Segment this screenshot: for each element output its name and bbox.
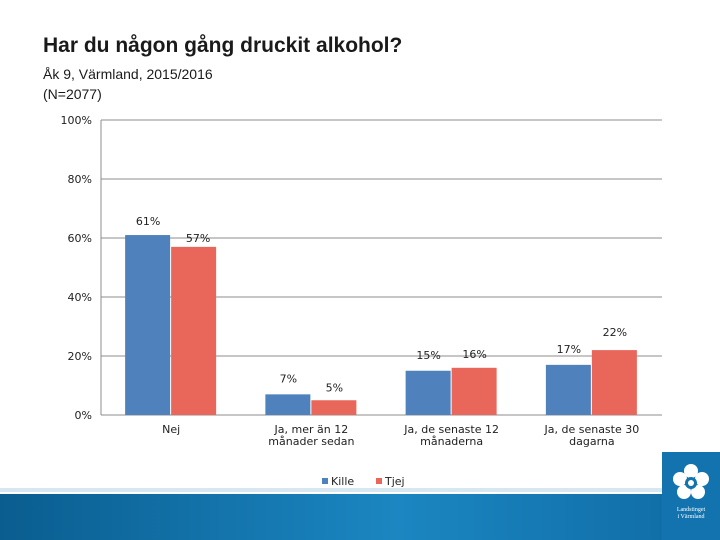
x-tick-label: månaderna — [420, 435, 483, 448]
page-title: Har du någon gång druckit alkohol? — [43, 34, 403, 57]
org-name-line2: i Värmland — [677, 514, 705, 520]
y-tick-label: 20% — [68, 350, 92, 363]
x-tick-label: Ja, mer än 12 — [274, 423, 349, 436]
org-name-line1: Landstinget — [676, 507, 706, 513]
flower-icon — [673, 464, 709, 499]
x-tick-label: månader sedan — [268, 435, 354, 448]
bar-kille — [265, 394, 311, 415]
bar-kille — [545, 364, 591, 415]
data-label: 61% — [136, 215, 160, 228]
y-tick-label: 100% — [61, 114, 92, 127]
data-label: 16% — [462, 348, 486, 361]
bar-tjej — [171, 246, 217, 415]
bar-tjej — [451, 367, 497, 415]
y-tick-label: 60% — [68, 232, 92, 245]
legend-swatch-tjej — [376, 478, 382, 484]
data-label: 15% — [416, 349, 440, 362]
data-label: 57% — [186, 232, 210, 245]
x-tick-label: Ja, de senaste 12 — [403, 423, 499, 436]
footer-band — [0, 494, 720, 540]
legend-swatch-kille — [322, 478, 328, 484]
chart-subtitle: Åk 9, Värmland, 2015/2016 — [43, 66, 213, 82]
x-tick-label: Ja, de senaste 30 — [544, 423, 640, 436]
bar-tjej — [591, 350, 637, 415]
org-logo: Landstinget i Värmland — [662, 452, 720, 540]
data-label: 5% — [326, 381, 343, 394]
footer-stripe — [0, 488, 720, 492]
y-tick-label: 0% — [75, 409, 92, 422]
bar-tjej — [311, 400, 357, 415]
data-label: 17% — [557, 343, 581, 356]
data-label: 7% — [280, 372, 297, 385]
bar-kille — [405, 370, 451, 415]
sample-size-label: (N=2077) — [43, 86, 102, 102]
y-tick-label: 40% — [68, 291, 92, 304]
legend-label: Kille — [331, 475, 354, 488]
data-label: 22% — [603, 326, 627, 339]
x-tick-label: Nej — [162, 423, 180, 436]
bar-chart: 0% 20% 40% 60% 80% 100% 61% 7% 15% 17% 57% 5% 16% 22%… — [61, 114, 662, 488]
x-tick-label: dagarna — [569, 435, 615, 448]
legend-label: Tjej — [384, 475, 405, 488]
y-tick-label: 80% — [68, 173, 92, 186]
bar-kille — [125, 235, 171, 415]
